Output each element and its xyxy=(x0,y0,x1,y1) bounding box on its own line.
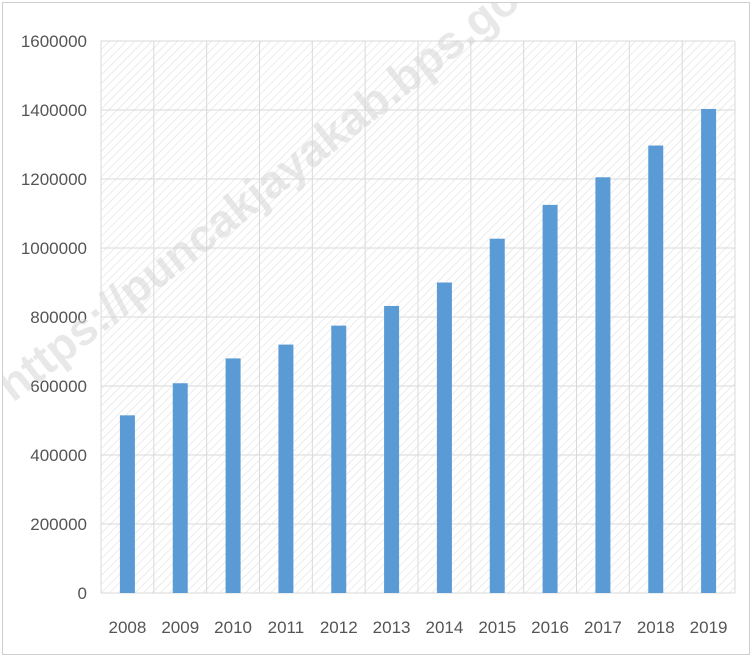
y-tick-label: 1000000 xyxy=(21,239,87,258)
bar-2010 xyxy=(225,358,241,593)
x-tick-label: 2011 xyxy=(268,618,305,637)
bar-chart: 0 200000 400000 600000 800000 1000000 1200000 1… xyxy=(3,3,736,637)
bar-2012 xyxy=(331,325,347,593)
x-tick-label: 2017 xyxy=(584,618,622,637)
x-tick-label: 2014 xyxy=(426,618,464,637)
x-tick-label: 2015 xyxy=(478,618,516,637)
bars xyxy=(119,108,717,593)
y-tick-label: 1400000 xyxy=(21,101,87,120)
x-tick-label: 2013 xyxy=(373,618,411,637)
x-tick-label: 2010 xyxy=(214,618,252,637)
x-tick-label: 2018 xyxy=(637,618,675,637)
bar-2013 xyxy=(384,305,400,593)
bar-2019 xyxy=(701,108,717,593)
bar-2015 xyxy=(489,238,505,593)
bar-2014 xyxy=(436,282,452,593)
y-tick-label: 1600000 xyxy=(21,32,87,51)
y-tick-label: 200000 xyxy=(30,515,87,534)
y-tick-label: 800000 xyxy=(30,308,87,327)
x-tick-label: 2008 xyxy=(109,618,147,637)
x-axis-ticks: 2008 2009 2010 2011 2012 2013 2014 2015 2016 2017… xyxy=(109,618,728,637)
x-tick-label: 2012 xyxy=(320,618,358,637)
x-tick-label: 2016 xyxy=(531,618,569,637)
gridlines xyxy=(100,40,736,594)
bar-2016 xyxy=(542,204,558,593)
bar-2018 xyxy=(648,145,664,593)
bar-2017 xyxy=(595,177,611,593)
y-axis-ticks: 0 200000 400000 600000 800000 1000000 1200000 1… xyxy=(21,32,87,603)
y-tick-label: 600000 xyxy=(30,377,87,396)
bar-2011 xyxy=(278,344,294,593)
bar-2008 xyxy=(119,415,135,593)
bar-2009 xyxy=(172,383,188,593)
y-tick-label: 400000 xyxy=(30,446,87,465)
x-tick-label: 2019 xyxy=(690,618,728,637)
y-tick-label: 0 xyxy=(78,584,87,603)
x-tick-label: 2009 xyxy=(161,618,199,637)
y-tick-label: 1200000 xyxy=(21,170,87,189)
